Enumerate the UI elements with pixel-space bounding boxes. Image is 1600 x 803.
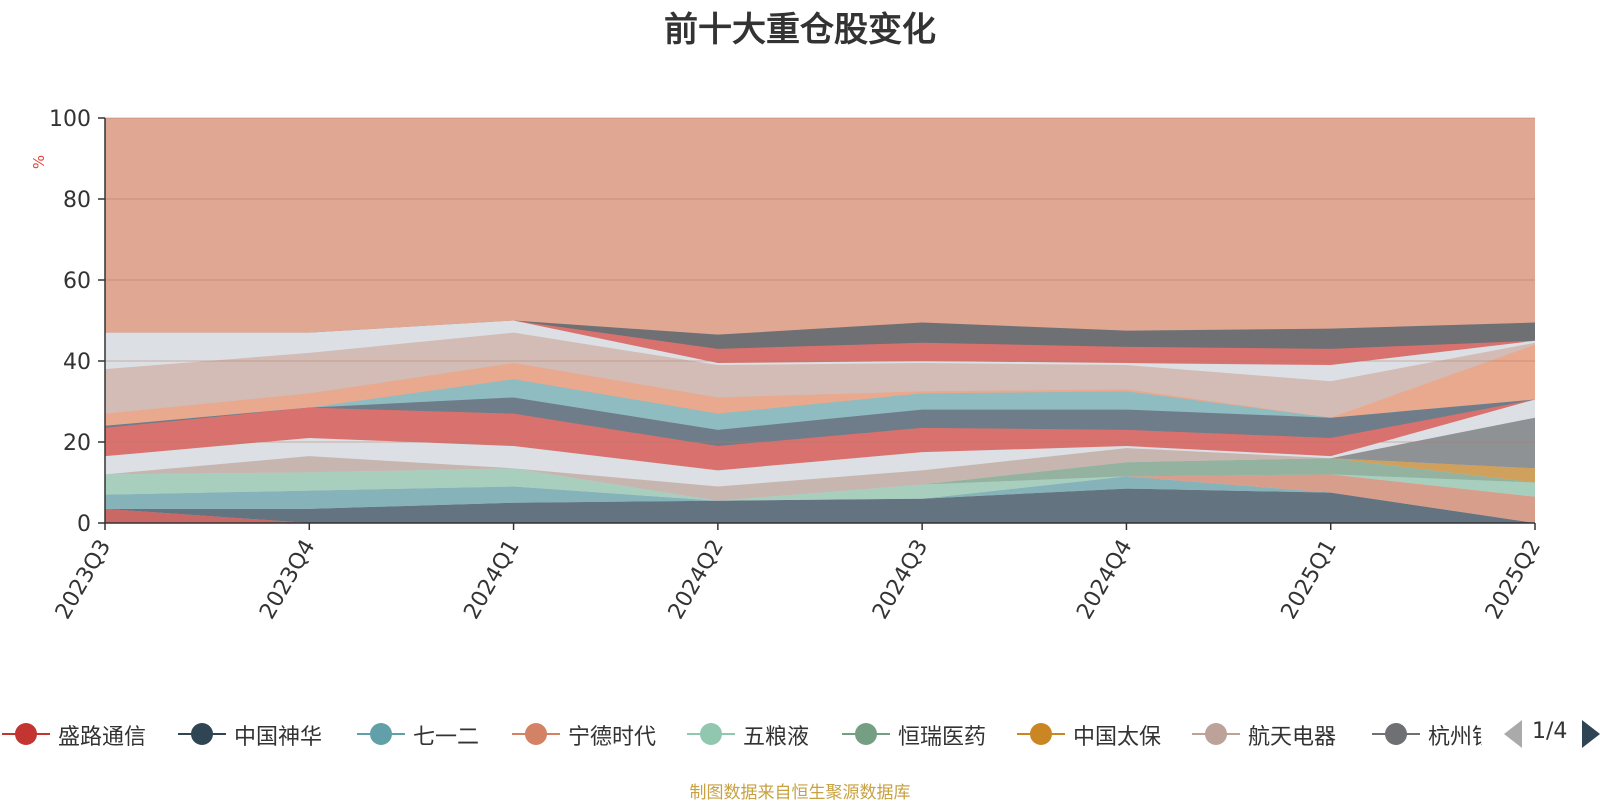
legend-pager: 1/4 — [1500, 716, 1600, 752]
legend-label: 航天电器 — [1248, 725, 1337, 750]
area-series-1[interactable] — [105, 488, 1535, 523]
x-tick-label: 2024Q4 — [1072, 536, 1137, 624]
y-axis-label: % — [30, 155, 48, 169]
legend-label: 中国神华 — [234, 725, 323, 750]
x-tick-label: 2024Q1 — [459, 536, 524, 624]
legend-label: 七一二 — [413, 725, 480, 750]
y-tick-label: 0 — [77, 512, 91, 537]
y-tick-label: 40 — [63, 350, 91, 375]
area-series-5[interactable] — [105, 458, 1535, 501]
chart-title: 前十大重仓股变化 — [664, 10, 936, 50]
y-tick-label: 60 — [63, 269, 91, 294]
legend-label: 恒瑞医药 — [898, 725, 987, 750]
x-tick-label: 2025Q2 — [1481, 536, 1546, 624]
legend-marker-icon — [1017, 723, 1065, 745]
area-series-6[interactable] — [105, 458, 1535, 501]
legend-pager-controls — [1504, 720, 1600, 748]
legend-items: 盛路通信 中国神华 七一二 宁德时代 五粮液 恒瑞医药 中国太保 航天电器 杭州银行 — [0, 716, 1482, 756]
legend-marker-icon — [512, 723, 560, 745]
x-tick-label: 2025Q1 — [1277, 536, 1342, 624]
y-tick-label: 20 — [63, 431, 91, 456]
legend-label: 中国太保 — [1073, 725, 1162, 750]
legend-marker-icon — [687, 723, 735, 745]
x-tick-label: 2023Q4 — [255, 536, 320, 624]
x-tick-label: 2024Q2 — [664, 536, 729, 624]
grid-lines — [105, 117, 1535, 443]
legend-marker-icon — [1192, 723, 1240, 745]
legend-label: 盛路通信 — [58, 725, 147, 750]
legend-marker-icon — [1372, 723, 1420, 745]
y-tick-label: 80 — [63, 188, 91, 213]
x-tick-label: 2023Q3 — [51, 536, 116, 624]
area-series-2[interactable] — [105, 476, 1535, 523]
area-series-0[interactable] — [105, 508, 1535, 523]
area-series-7[interactable] — [105, 448, 1535, 501]
legend-marker-icon — [2, 723, 50, 745]
legend-marker-icon — [178, 723, 226, 745]
legend-label: 宁德时代 — [568, 725, 657, 750]
area-series-4[interactable] — [105, 468, 1535, 501]
legend-marker-icon — [357, 723, 405, 745]
legend-next-icon[interactable] — [1582, 720, 1600, 748]
data-source-note: 制图数据来自恒生聚源数据库 — [689, 783, 911, 803]
area-series-group — [105, 417, 1535, 523]
legend-label: 五粮液 — [743, 725, 810, 750]
legend-page-indicator: 1/4 — [1532, 719, 1568, 744]
legend-marker-icon — [842, 723, 890, 745]
legend-prev-icon[interactable] — [1504, 720, 1522, 748]
x-tick-label: 2024Q3 — [868, 536, 933, 624]
legend-label: 杭州银行 — [1428, 725, 1482, 750]
y-tick-label: 100 — [49, 107, 91, 132]
